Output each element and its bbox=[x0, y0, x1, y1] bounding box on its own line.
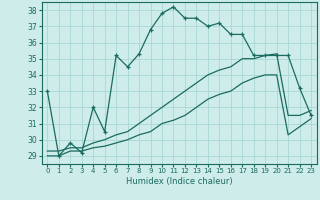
X-axis label: Humidex (Indice chaleur): Humidex (Indice chaleur) bbox=[126, 177, 233, 186]
